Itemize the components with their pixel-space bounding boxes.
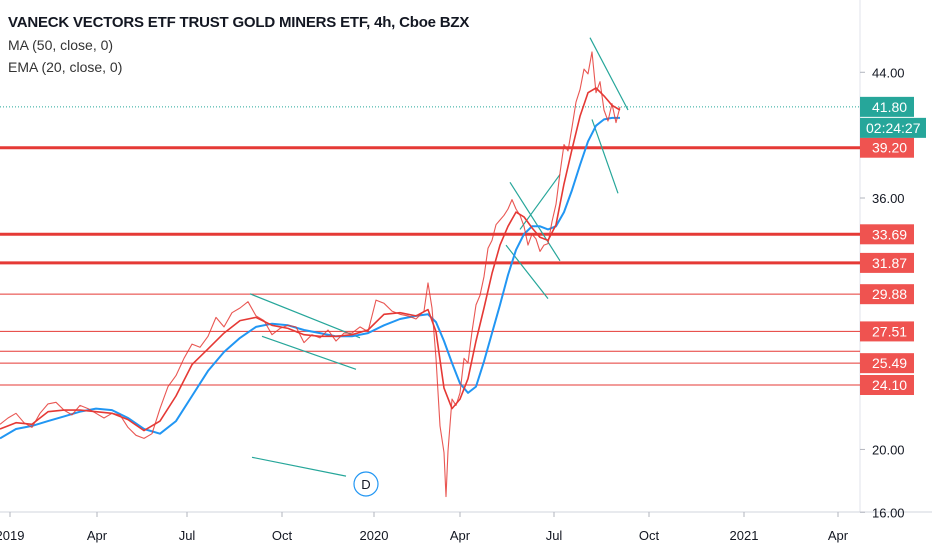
ma-indicator-label: MA (50, close, 0) [8,37,114,53]
level-price-tag [860,353,914,374]
dividend-marker[interactable] [353,471,379,497]
ema-series-line [0,87,621,432]
trendline [505,244,549,299]
chart-title: VANECK VECTORS ETF TRUST GOLD MINERS ETF… [8,14,470,31]
level-price-tag-label: 33.69 [872,226,907,242]
level-price-tag-label: 29.88 [872,286,907,302]
dividend-marker-label: D [361,477,370,492]
x-tick-label: Oct [272,528,293,543]
countdown-label: 02:24:27 [866,120,921,136]
level-price-tag-label: 24.10 [872,377,907,393]
x-tick-label: Apr [87,528,108,543]
price-series-line [0,51,621,498]
x-tick-label: 2019 [0,528,24,543]
level-price-tag-label: 31.87 [872,255,907,271]
y-tick-label: 20.00 [872,442,905,457]
level-price-tag [860,252,914,273]
trendline [519,174,561,230]
x-tick-label: 2020 [360,528,389,543]
ema-indicator-label: EMA (20, close, 0) [8,59,123,75]
x-tick-label: Apr [450,528,471,543]
x-tick-label: 2021 [730,528,759,543]
trendline [589,37,629,111]
current-price-tag [860,96,914,117]
trendline [251,456,347,477]
level-price-tag [860,224,914,245]
y-tick-label: 16.00 [872,505,905,520]
trendline [249,293,361,339]
x-tick-label: Jul [179,528,196,543]
level-price-tag [860,375,914,395]
current-price-tag-label: 41.80 [872,99,907,115]
y-tick-label: 44.00 [872,65,905,80]
x-tick-label: Jul [546,528,563,543]
x-tick-label: Oct [639,528,660,543]
level-price-tag-label: 39.20 [872,140,907,156]
y-tick-label: 36.00 [872,191,905,206]
x-tick-label: Apr [828,528,849,543]
level-price-tag-label: 25.49 [872,355,907,371]
trendline [509,181,561,262]
level-price-tag [860,321,914,342]
level-price-tag-label: 27.51 [872,323,907,339]
chart-legend: VANECK VECTORS ETF TRUST GOLD MINERS ETF… [8,12,469,78]
level-price-tag [860,284,914,305]
ma-series-line [0,116,620,440]
trendline [591,119,619,194]
trendline [261,335,357,370]
countdown-tag [860,117,926,138]
level-price-tag [860,137,914,158]
